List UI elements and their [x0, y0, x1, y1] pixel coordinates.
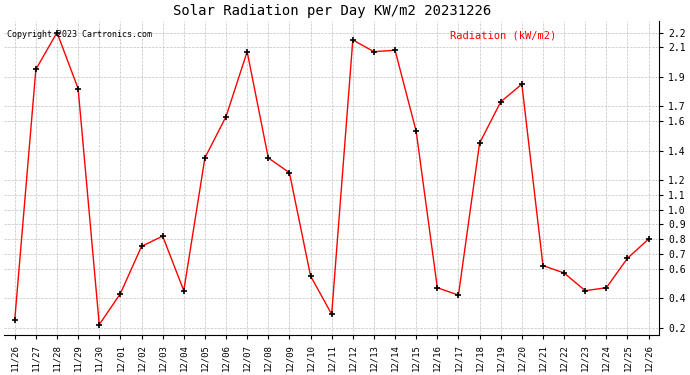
Text: Copyright 2023 Cartronics.com: Copyright 2023 Cartronics.com — [8, 30, 152, 39]
Text: Radiation (kW/m2): Radiation (kW/m2) — [450, 30, 556, 40]
Title: Solar Radiation per Day KW/m2 20231226: Solar Radiation per Day KW/m2 20231226 — [172, 4, 491, 18]
